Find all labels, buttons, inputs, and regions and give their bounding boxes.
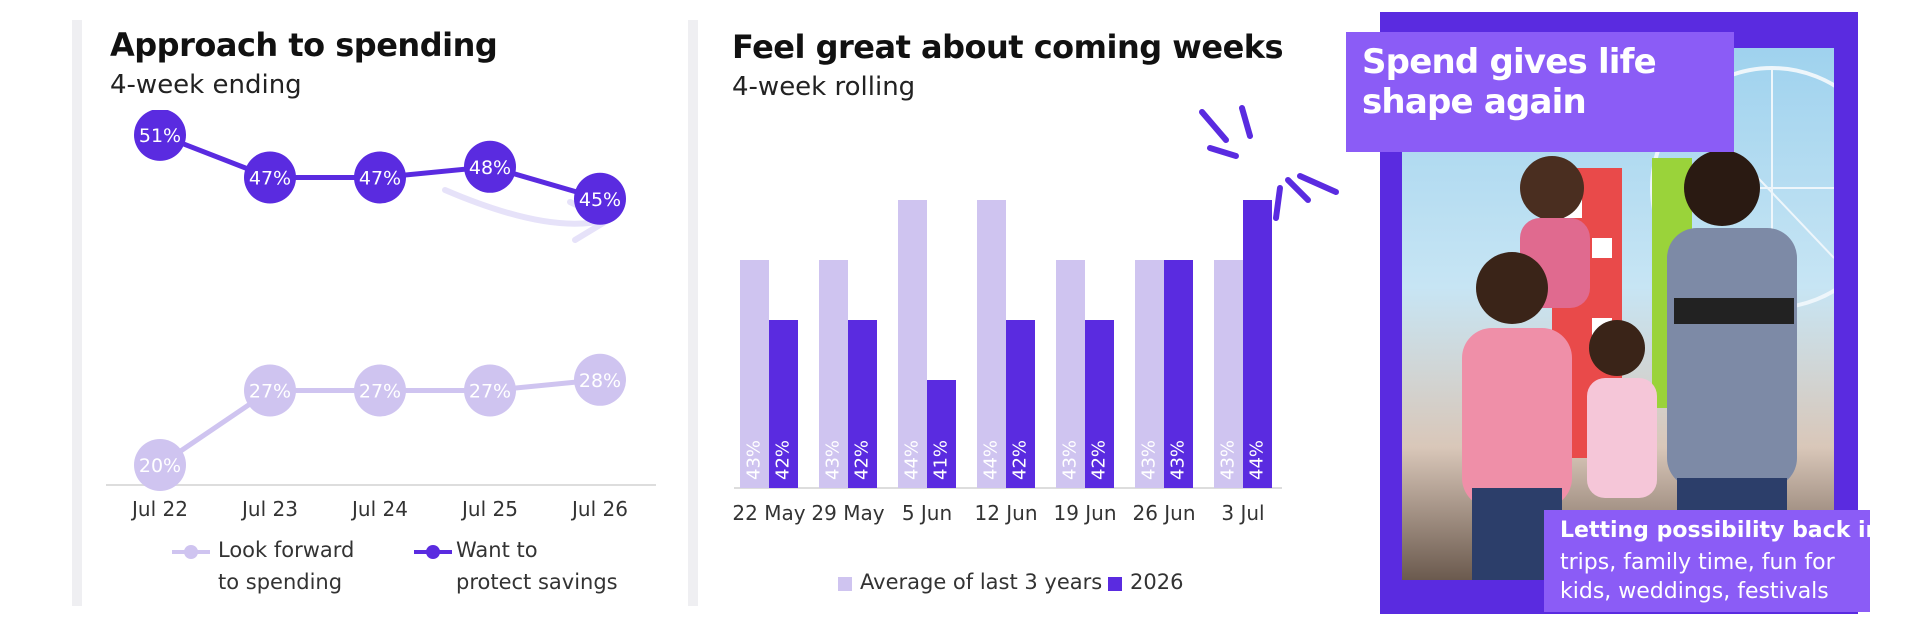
bar-x-tick-5: 26 Jun bbox=[1132, 501, 1195, 525]
panel-divider-left bbox=[72, 20, 82, 606]
panel-divider-middle bbox=[688, 20, 698, 606]
point-1-2 bbox=[354, 364, 406, 417]
possibility-callout: Letting possibility back in: trips, fami… bbox=[1544, 510, 1890, 612]
legend-swatch-light-line bbox=[172, 545, 210, 559]
point-1-1 bbox=[244, 364, 296, 417]
possibility-text: trips, family time, fun for kids, weddin… bbox=[1560, 550, 1835, 604]
bar-label-0-6: 43% bbox=[1218, 440, 1239, 480]
bar-0-3 bbox=[977, 200, 1006, 488]
point-label-1-1: 27% bbox=[249, 380, 291, 402]
legend-label-protect-savings-1: Want to bbox=[456, 538, 538, 562]
legend-label-look-forward-1: Look forward bbox=[218, 538, 355, 562]
point-label-0-0: 51% bbox=[139, 125, 181, 147]
bar-x-tick-2: 5 Jun bbox=[902, 501, 952, 525]
bar-legend: Average of last 3 years 2026 bbox=[838, 570, 1208, 600]
bar-x-tick-1: 29 May bbox=[811, 501, 884, 525]
bar-x-tick-0: 22 May bbox=[732, 501, 805, 525]
bar-0-6 bbox=[1214, 260, 1243, 488]
x-tick-label-4: Jul 26 bbox=[570, 497, 628, 521]
bar-label-1-5: 43% bbox=[1168, 440, 1189, 480]
bar-1-3 bbox=[1006, 320, 1035, 488]
bar-1-1 bbox=[848, 320, 877, 488]
bar-chart: 43% 42% 22 May 43% 42% 29 May 44% 41% 5 Jun 44% 42… bbox=[732, 200, 1282, 525]
legend-label-look-forward-2: to spending bbox=[218, 570, 343, 594]
bar-1-5 bbox=[1164, 260, 1193, 488]
line-chart-subtitle: 4-week ending bbox=[110, 70, 302, 100]
point-label-0-2: 47% bbox=[359, 167, 401, 189]
point-0-0 bbox=[134, 110, 186, 161]
legend-swatch-dark-line bbox=[414, 545, 452, 559]
line-legend: Look forward to spending Want to protect… bbox=[170, 538, 640, 602]
bar-label-0-4: 43% bbox=[1060, 440, 1081, 480]
bar-chart-subtitle: 4-week rolling bbox=[732, 72, 916, 102]
x-tick-label-3: Jul 25 bbox=[460, 497, 518, 521]
bar-x-tick-3: 12 Jun bbox=[974, 501, 1037, 525]
bar-x-tick-6: 3 Jul bbox=[1221, 501, 1264, 525]
bar-0-5 bbox=[1135, 260, 1164, 488]
point-1-3 bbox=[464, 364, 516, 417]
x-tick-label-2: Jul 24 bbox=[350, 497, 408, 521]
point-label-1-4: 28% bbox=[579, 370, 621, 392]
point-label-1-3: 27% bbox=[469, 380, 511, 402]
point-0-1 bbox=[244, 151, 296, 204]
point-0-4 bbox=[574, 172, 626, 225]
bar-0-0 bbox=[740, 260, 769, 488]
point-0-2 bbox=[354, 151, 406, 204]
point-label-0-1: 47% bbox=[249, 167, 291, 189]
point-0-3 bbox=[464, 140, 516, 193]
bar-label-0-2: 44% bbox=[902, 440, 923, 480]
bar-0-4 bbox=[1056, 260, 1085, 488]
legend-swatch-2026 bbox=[1108, 577, 1122, 591]
sparkle-accent-icon bbox=[1199, 105, 1339, 221]
legend-label-average: Average of last 3 years bbox=[860, 570, 1103, 594]
bar-label-0-1: 43% bbox=[823, 440, 844, 480]
bar-label-0-5: 43% bbox=[1139, 440, 1160, 480]
point-label-1-2: 27% bbox=[359, 380, 401, 402]
legend-swatch-average bbox=[838, 577, 852, 591]
legend-label-2026: 2026 bbox=[1130, 570, 1184, 594]
line-chart-title: Approach to spending bbox=[110, 26, 498, 64]
point-1-0 bbox=[134, 439, 186, 491]
x-tick-label-0: Jul 22 bbox=[130, 497, 188, 521]
possibility-heading: Letting possibility back in: bbox=[1560, 518, 1890, 543]
bar-label-1-4: 42% bbox=[1089, 440, 1110, 480]
bar-label-0-3: 44% bbox=[981, 440, 1002, 480]
bar-x-tick-4: 19 Jun bbox=[1053, 501, 1116, 525]
line-chart: 51% 47% 47% 48% 45% 20% 27% 27% 27% 28% Jul 22 Jul … bbox=[106, 110, 656, 521]
bar-label-1-6: 44% bbox=[1247, 440, 1268, 480]
headline-text: Spend gives life shape again bbox=[1362, 42, 1657, 122]
x-tick-label-1: Jul 23 bbox=[240, 497, 298, 521]
point-1-4 bbox=[574, 353, 626, 406]
legend-label-protect-savings-2: protect savings bbox=[456, 570, 618, 594]
headline-callout: Spend gives life shape again bbox=[1346, 32, 1734, 152]
bar-label-1-2: 41% bbox=[931, 440, 952, 480]
bar-label-1-0: 42% bbox=[773, 440, 794, 480]
bar-0-2 bbox=[898, 200, 927, 488]
point-label-0-3: 48% bbox=[469, 157, 511, 179]
bar-0-1 bbox=[819, 260, 848, 488]
point-label-0-4: 45% bbox=[579, 189, 621, 211]
bar-label-0-0: 43% bbox=[744, 440, 765, 480]
point-label-1-0: 20% bbox=[139, 455, 181, 477]
bar-1-2 bbox=[927, 380, 956, 488]
bar-1-0 bbox=[769, 320, 798, 488]
bar-label-1-3: 42% bbox=[1010, 440, 1031, 480]
bar-chart-title: Feel great about coming weeks bbox=[732, 28, 1284, 66]
bar-label-1-1: 42% bbox=[852, 440, 873, 480]
bar-1-6 bbox=[1243, 200, 1272, 488]
bar-1-4 bbox=[1085, 320, 1114, 488]
